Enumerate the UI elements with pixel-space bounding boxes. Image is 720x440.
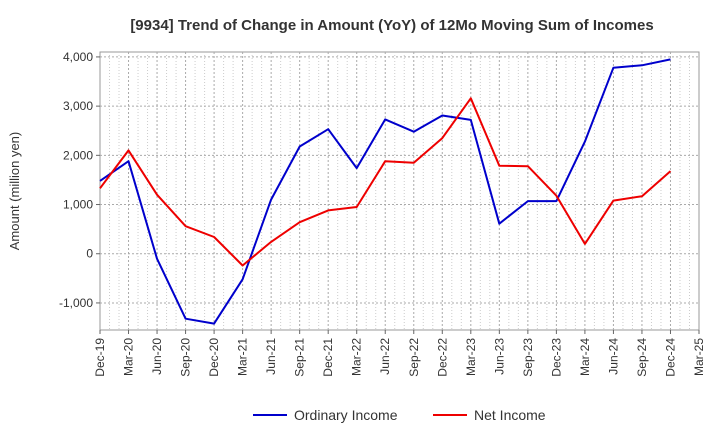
- x-tick-label: Jun-21: [264, 338, 278, 375]
- x-tick-label: Mar-22: [350, 338, 364, 376]
- legend-label: Ordinary Income: [294, 407, 398, 423]
- series-line-0: [99, 58, 671, 325]
- x-tick-label: Sep-24: [635, 338, 649, 377]
- y-axis-ticks: -1,000 0 1,000 2,000 3,000 4,000: [59, 50, 100, 310]
- x-axis-ticks: Dec-19 Mar-20 Jun-20 Sep-20 Dec-20 Mar-21 Jun-…: [93, 330, 706, 377]
- x-tick-label: Dec-20: [207, 338, 221, 377]
- x-tick-label: Jun-22: [378, 338, 392, 375]
- legend-label: Net Income: [474, 407, 546, 423]
- series-line-1: [99, 97, 672, 267]
- x-tick-label: Sep-21: [293, 338, 307, 377]
- y-tick-label: 1,000: [63, 198, 93, 212]
- legend: Ordinary Income Net Income: [253, 407, 546, 423]
- x-tick-label: Jun-23: [492, 338, 506, 375]
- x-tick-label: Mar-20: [122, 338, 136, 376]
- series-lines: [99, 58, 672, 325]
- y-tick-label: 3,000: [63, 99, 93, 113]
- x-tick-label: Dec-24: [663, 338, 677, 377]
- vertical-gridlines: [109, 52, 690, 330]
- chart-title: [9934] Trend of Change in Amount (YoY) o…: [130, 17, 653, 34]
- x-tick-label: Mar-25: [692, 338, 706, 376]
- x-tick-label: Jun-24: [606, 338, 620, 375]
- x-tick-label: Dec-22: [435, 338, 449, 377]
- x-tick-label: Dec-21: [321, 338, 335, 377]
- y-tick-label: 0: [86, 247, 93, 261]
- x-tick-label: Dec-19: [93, 338, 107, 377]
- x-tick-label: Mar-24: [578, 338, 592, 376]
- x-tick-label: Mar-21: [236, 338, 250, 376]
- y-tick-label: 4,000: [63, 50, 93, 64]
- y-tick-label: 2,000: [63, 148, 93, 162]
- y-axis-label: Amount (million yen): [7, 132, 22, 251]
- x-tick-label: Sep-23: [521, 338, 535, 377]
- x-tick-label: Sep-22: [407, 338, 421, 377]
- plot-area: [99, 51, 700, 331]
- x-tick-label: Sep-20: [179, 338, 193, 377]
- x-tick-label: Mar-23: [464, 338, 478, 376]
- x-tick-label: Dec-23: [549, 338, 563, 377]
- x-tick-label: Jun-20: [150, 338, 164, 375]
- y-tick-label: -1,000: [59, 296, 93, 310]
